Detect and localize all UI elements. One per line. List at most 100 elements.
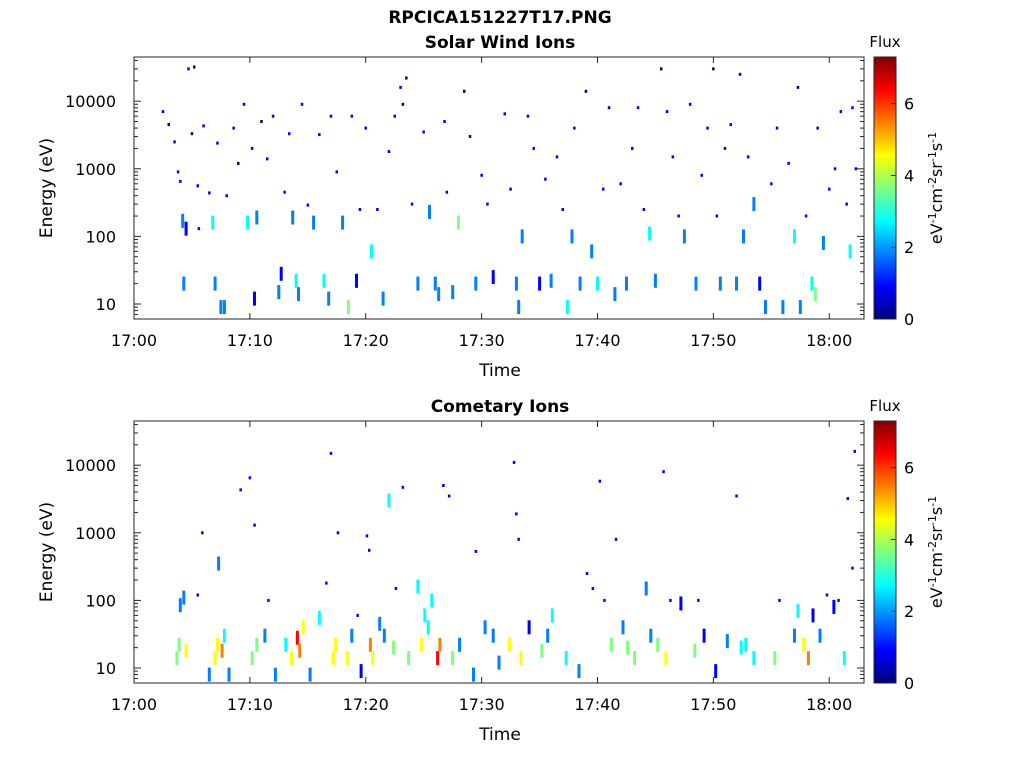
data-cell: [376, 208, 379, 211]
y-tick-label: 1000: [75, 524, 116, 543]
x-tick-label: 17:50: [690, 695, 736, 714]
data-cell: [430, 593, 434, 608]
data-cell: [517, 537, 520, 541]
data-cell: [631, 146, 634, 150]
data-cell: [775, 126, 779, 130]
data-cell: [419, 637, 423, 652]
panel1-colorbar: [873, 56, 897, 320]
data-cell: [300, 102, 304, 106]
data-cell: [294, 273, 298, 288]
data-cell: [679, 596, 683, 611]
data-cell: [832, 599, 836, 614]
data-cell: [825, 593, 829, 597]
data-cell: [584, 89, 588, 93]
data-cell: [656, 637, 660, 652]
data-cell: [507, 637, 511, 652]
data-cell: [273, 667, 277, 682]
data-cell: [167, 123, 170, 127]
data-cell: [382, 628, 386, 643]
data-cell: [693, 643, 697, 658]
data-cell: [729, 123, 732, 127]
data-cell: [197, 227, 201, 231]
data-cell: [193, 65, 196, 69]
data-cell: [603, 598, 606, 602]
data-cell: [591, 587, 595, 590]
data-cell: [837, 598, 840, 602]
panel1-colorbar-units: eV-1cm-2sr-1s-1: [926, 132, 947, 244]
data-cell: [660, 67, 663, 71]
data-cell: [742, 229, 745, 244]
data-cell: [401, 485, 405, 489]
y-tick-label: 10: [96, 295, 116, 314]
data-cell: [796, 85, 800, 89]
data-cell: [456, 215, 460, 230]
x-tick-label: 17:30: [459, 331, 505, 350]
figure-title: RPCICA151227T17.PNG: [388, 8, 611, 28]
data-cell: [196, 184, 199, 188]
data-cell: [725, 634, 729, 649]
data-cell: [633, 651, 637, 666]
data-cell: [190, 132, 194, 136]
data-cell: [242, 102, 246, 106]
data-cell: [225, 194, 228, 198]
data-cell: [175, 651, 179, 666]
data-cell: [177, 637, 181, 652]
data-cell: [503, 112, 506, 116]
data-cell: [665, 110, 669, 114]
data-cell: [213, 651, 217, 666]
data-cell: [509, 187, 512, 191]
data-cell: [804, 214, 808, 218]
data-cell: [334, 637, 338, 652]
data-cell: [619, 182, 622, 186]
data-cell: [213, 276, 217, 291]
data-cell: [239, 488, 242, 492]
data-cell: [514, 276, 518, 291]
data-cell: [793, 229, 796, 244]
data-cell: [649, 628, 653, 643]
data-cell: [184, 221, 188, 236]
panel2-ticks: 17:00 17:10 17:20 17:30 17:40 17:50 18:00 10 100…: [65, 421, 864, 714]
data-cell: [773, 651, 777, 666]
data-cell: [356, 613, 359, 617]
y-tick-label: 100: [85, 227, 116, 246]
data-cell: [248, 476, 252, 480]
data-cell: [577, 664, 581, 679]
data-cell: [458, 637, 462, 652]
data-cell: [422, 130, 425, 134]
data-cell: [322, 273, 326, 288]
x-tick-label: 17:00: [111, 331, 157, 350]
data-cell: [378, 616, 382, 631]
data-cell: [433, 276, 437, 291]
data-cell: [474, 549, 478, 553]
colorbar-tick-label: 6: [904, 459, 914, 478]
panel1-ticks: 17:00 17:10 17:20 17:30 17:40 17:50 18:00 10 100…: [65, 57, 864, 350]
colorbar-tick-label: 4: [904, 530, 914, 549]
data-cell: [426, 620, 430, 635]
data-cell: [636, 106, 640, 110]
x-tick-label: 18:00: [806, 695, 852, 714]
data-cell: [381, 291, 385, 306]
data-cell: [739, 640, 743, 655]
panel2-axes: [133, 420, 865, 684]
x-tick-label: 17:30: [459, 695, 505, 714]
data-cell: [308, 667, 312, 682]
data-cell: [811, 608, 815, 623]
data-cell: [842, 651, 846, 666]
data-cell: [821, 235, 825, 250]
data-cell: [796, 603, 800, 618]
data-cell: [845, 202, 848, 206]
data-cell: [318, 133, 321, 137]
data-cell: [648, 226, 652, 241]
data-cell: [428, 204, 431, 219]
data-cell: [714, 664, 718, 679]
data-cell: [222, 628, 226, 643]
data-cell: [350, 628, 354, 643]
data-cell: [664, 651, 668, 666]
data-cell: [544, 177, 547, 181]
data-cell: [217, 556, 221, 571]
data-cell: [816, 126, 819, 130]
data-cell: [746, 155, 750, 159]
x-tick-label: 17:50: [690, 331, 736, 350]
panel2-colorbar-title: Flux: [869, 397, 900, 415]
data-cell: [851, 566, 854, 570]
